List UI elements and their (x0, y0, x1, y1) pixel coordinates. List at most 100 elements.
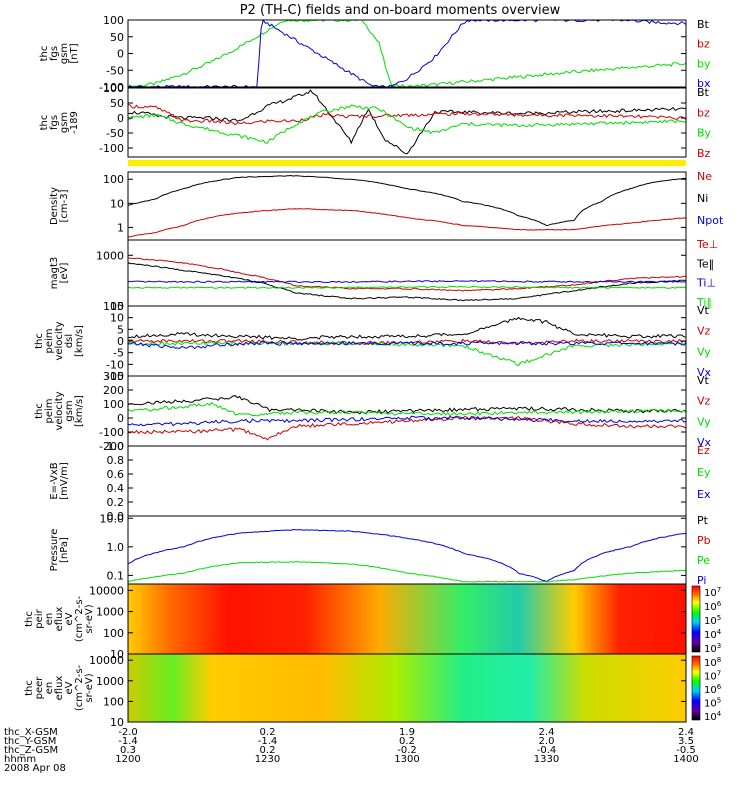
y-axis-label: gsm (64, 400, 75, 421)
x-axis-tick-value: 1330 (534, 754, 559, 765)
y-axis-label: dsl (64, 334, 75, 348)
y-tick-label: 10 (110, 716, 124, 729)
x-axis-tick-value: -1.4 (118, 736, 138, 747)
y-axis-label: [cm-3] (59, 189, 70, 222)
y-tick-label: 1.0 (107, 440, 125, 453)
y-axis-label: -189 (69, 111, 80, 134)
legend-entry: Ez (697, 444, 710, 457)
y-tick-label: 0.4 (107, 482, 125, 495)
x-axis-tick-value: -0.5 (676, 745, 696, 756)
legend-entry: Vt (697, 374, 710, 387)
y-tick-label: -5 (113, 347, 124, 360)
y-tick-label: 100 (103, 82, 124, 95)
x-axis-tick-value: 2.0 (539, 736, 555, 747)
legend-entry: Ni (697, 192, 708, 205)
y-axis-label: [km/s] (74, 395, 85, 427)
colorbar-tick-label: 105 (704, 697, 721, 710)
x-axis-row-label: thc_Y-GSM (4, 736, 56, 747)
legend-entry: bx (697, 77, 711, 90)
y-axis-label: velocity (54, 391, 65, 430)
y-tick-label: 50 (110, 31, 124, 44)
y-tick-label: -50 (106, 127, 124, 140)
legend-entry: Vz (697, 395, 711, 408)
x-axis-row-label: thc_X-GSM (4, 727, 58, 738)
y-tick-label: 1.0 (107, 541, 125, 554)
x-axis-date: 2008 Apr 08 (4, 763, 66, 774)
y-tick-label: 0 (117, 335, 124, 348)
y-axis-label: gsm (59, 43, 70, 64)
y-axis-label: Density (49, 187, 60, 225)
y-tick-label: 5 (117, 323, 124, 336)
series-line-Ni (127, 174, 687, 227)
series-line-Te⊥ (127, 256, 687, 292)
y-axis-label: fgs (49, 46, 60, 61)
panel-3: 100 10 1 Density [cm-3] Ne Ni Npot (49, 170, 724, 241)
panel-7: 1.00.80.60.40.20.0 E=-VxB [mV/m] Ez Ey Ex (49, 440, 711, 523)
y-tick-label: 0.8 (107, 454, 125, 467)
y-tick-label: 10 (110, 312, 124, 325)
y-tick-label: 1 (117, 221, 124, 234)
legend-entry: Ey (697, 466, 711, 479)
series-line-bx (127, 18, 687, 88)
x-axis-tick-value: 3.5 (678, 736, 694, 747)
y-tick-label: -100 (99, 426, 124, 439)
x-axis-tick-value: 0.2 (260, 727, 276, 738)
y-axis-label: velocity (54, 321, 65, 360)
y-tick-label: -100 (99, 142, 124, 155)
colorbar (691, 655, 701, 721)
x-axis-tick-value: 2.4 (678, 727, 694, 738)
y-tick-label: 0 (117, 48, 124, 61)
heatmap-image (128, 654, 686, 722)
y-axis-label: magt3 (49, 257, 60, 290)
y-axis-label: peim (44, 398, 55, 423)
y-tick-label: 0.1 (107, 569, 125, 582)
x-axis-tick-value: 0.2 (260, 745, 276, 756)
colorbar-tick-label: 107 (704, 670, 721, 683)
legend-entry: Npot (697, 214, 724, 227)
y-axis-label: eV (64, 681, 75, 694)
heatmap-image (128, 584, 686, 654)
series-line-green (127, 104, 687, 144)
y-tick-label: 200 (103, 384, 124, 397)
y-tick-label: 100 (103, 173, 124, 186)
y-tick-label: 50 (110, 97, 124, 110)
x-axis-tick-value: 1300 (394, 754, 419, 765)
y-tick-label: 0 (117, 412, 124, 425)
y-tick-label: -15 (106, 370, 124, 383)
panel-frame (127, 653, 687, 723)
y-tick-label: 10000 (89, 654, 124, 667)
y-tick-label: 1000 (96, 606, 124, 619)
y-axis-label: gsm (59, 112, 70, 133)
y-axis-label: en (44, 613, 55, 626)
colorbar-tick-label: 104 (704, 628, 722, 641)
x-axis-tick-value: 1230 (255, 754, 280, 765)
legend-entry: Ex (697, 488, 711, 501)
legend-entry: by (697, 57, 711, 70)
legend-entry: bz (697, 106, 710, 119)
x-axis-tick-value: 0.2 (399, 736, 415, 747)
y-axis-label: fgs (49, 115, 60, 130)
y-tick-label: -100 (99, 81, 124, 94)
x-axis-tick-value: -0.2 (397, 745, 417, 756)
y-axis-label: [km/s] (74, 325, 85, 357)
y-axis-label: eflux (54, 607, 65, 632)
series-line-Pe (127, 561, 687, 583)
y-axis-label: eV (64, 612, 75, 625)
series-line-Vz (127, 415, 687, 441)
legend-entry: Pt (697, 514, 709, 527)
y-tick-label: -200 (99, 440, 124, 453)
y-axis-label: thc (34, 403, 45, 419)
x-axis-row-label: hhmm (4, 754, 36, 765)
legend-entry: Bt (697, 86, 710, 99)
y-tick-label: 100 (103, 14, 124, 27)
panel-2: 100 50 0 -50 -100 thc fgs gsm -189 Bt bz By Bz (39, 82, 712, 160)
y-axis-label: peim (44, 328, 55, 353)
legend-entry: By (697, 127, 712, 140)
y-axis-label: E=-VxB (49, 462, 60, 499)
panel-frame (127, 239, 687, 307)
legend-entry: Bz (697, 147, 711, 160)
colorbar-tick-label: 106 (704, 683, 722, 696)
